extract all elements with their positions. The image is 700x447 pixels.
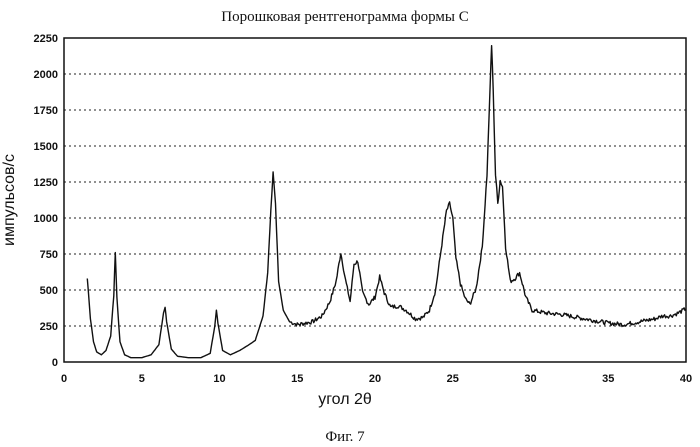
x-axis-label: угол 2θ [318,391,372,408]
y-tick-label: 250 [40,321,58,333]
grid-lines [64,73,686,327]
y-tick-label: 2000 [34,69,58,81]
x-tick-label: 5 [139,373,145,385]
plot-frame [63,37,687,363]
y-tick-label: 500 [40,285,58,297]
y-tick-label: 1000 [34,213,58,225]
y-tick-labels: 0 250 500 750 1000 1250 1500 1750 2000 2250 [34,33,58,369]
x-tick-label: 35 [602,373,614,385]
x-tick-label: 20 [369,373,381,385]
figure-caption: Фиг. 7 [325,429,365,445]
y-tick-label: 750 [40,249,58,261]
y-tick-label: 2250 [34,33,58,45]
x-tick-label: 10 [213,373,225,385]
x-tick-label: 25 [447,373,459,385]
x-tick-label: 15 [291,373,303,385]
y-tick-label: 1250 [34,177,58,189]
y-tick-label: 1500 [34,141,58,153]
x-tick-label: 0 [61,373,67,385]
y-tick-label: 1750 [34,105,58,117]
x-tick-label: 40 [680,373,692,385]
x-tick-labels: 0 5 10 15 20 25 30 35 40 [61,373,692,385]
series-line [86,45,687,359]
chart-title: Порошковая рентгенограмма формы С [221,9,468,25]
y-axis-label: импульсов/с [1,154,18,246]
y-tick-label: 0 [52,357,58,369]
x-tick-label: 30 [524,373,536,385]
